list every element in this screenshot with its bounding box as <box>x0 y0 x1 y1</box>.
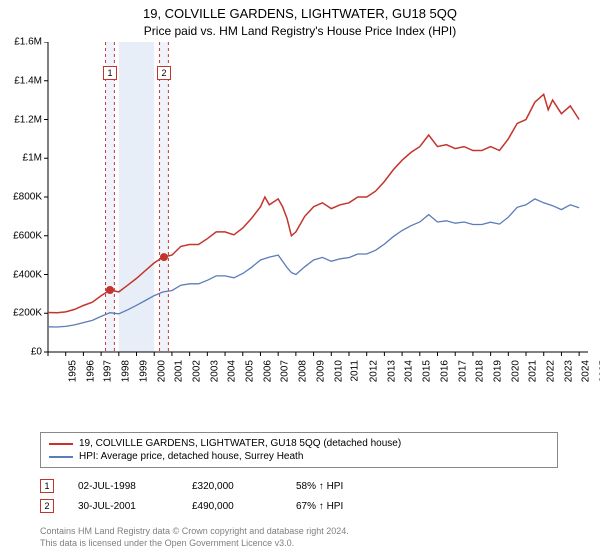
x-tick-label: 2007 <box>280 360 291 382</box>
x-tick-label: 2004 <box>227 360 238 382</box>
x-tick-label: 2003 <box>209 360 220 382</box>
chart-marker-label: 2 <box>157 66 171 80</box>
x-tick-label: 2018 <box>474 360 485 382</box>
x-tick-label: 2024 <box>581 360 592 382</box>
chart-container: 19, COLVILLE GARDENS, LIGHTWATER, GU18 5… <box>0 0 600 560</box>
transaction-date: 30-JUL-2001 <box>78 501 168 512</box>
x-tick-label: 1999 <box>138 360 149 382</box>
transaction-marker: 1 <box>40 479 54 493</box>
x-tick-label: 2019 <box>492 360 503 382</box>
x-tick-label: 2009 <box>315 360 326 382</box>
legend-swatch <box>49 456 73 458</box>
x-tick-label: 2002 <box>191 360 202 382</box>
transactions-table: 1 02-JUL-1998 £320,000 58% ↑ HPI 2 30-JUL-200… <box>40 476 386 516</box>
legend-box: 19, COLVILLE GARDENS, LIGHTWATER, GU18 5… <box>40 432 558 468</box>
transaction-date: 02-JUL-1998 <box>78 481 168 492</box>
legend-item: HPI: Average price, detached house, Surr… <box>49 450 549 463</box>
x-tick-label: 1996 <box>85 360 96 382</box>
transaction-row: 2 30-JUL-2001 £490,000 67% ↑ HPI <box>40 496 386 516</box>
legend-text: HPI: Average price, detached house, Surr… <box>79 451 303 462</box>
transaction-row: 1 02-JUL-1998 £320,000 58% ↑ HPI <box>40 476 386 496</box>
x-tick-label: 2001 <box>173 360 184 382</box>
x-tick-label: 2005 <box>244 360 255 382</box>
transaction-price: £490,000 <box>192 501 272 512</box>
x-tick-label: 2015 <box>421 360 432 382</box>
license-text: Contains HM Land Registry data © Crown c… <box>40 526 349 549</box>
y-tick-label: £600K <box>0 230 42 241</box>
transaction-pct: 58% ↑ HPI <box>296 481 386 492</box>
legend-swatch <box>49 443 73 445</box>
legend-item: 19, COLVILLE GARDENS, LIGHTWATER, GU18 5… <box>49 437 549 450</box>
x-tick-label: 2021 <box>528 360 539 382</box>
legend-text: 19, COLVILLE GARDENS, LIGHTWATER, GU18 5… <box>79 438 401 449</box>
x-tick-label: 2012 <box>368 360 379 382</box>
x-tick-label: 2020 <box>510 360 521 382</box>
x-tick-label: 2023 <box>563 360 574 382</box>
x-tick-label: 1997 <box>103 360 114 382</box>
y-tick-label: £0 <box>0 347 42 358</box>
y-tick-label: £800K <box>0 192 42 203</box>
x-tick-label: 2011 <box>350 360 361 382</box>
x-tick-label: 2016 <box>439 360 450 382</box>
x-tick-label: 2000 <box>156 360 167 382</box>
chart-svg <box>0 42 600 392</box>
y-tick-label: £1.6M <box>0 37 42 48</box>
x-tick-label: 2013 <box>386 360 397 382</box>
y-tick-label: £1.2M <box>0 114 42 125</box>
x-tick-label: 1995 <box>67 360 78 382</box>
x-tick-label: 2022 <box>545 360 556 382</box>
x-tick-label: 2006 <box>262 360 273 382</box>
y-tick-label: £1M <box>0 153 42 164</box>
x-tick-label: 2017 <box>457 360 468 382</box>
title-sub: Price paid vs. HM Land Registry's House … <box>0 21 600 38</box>
x-tick-label: 2010 <box>333 360 344 382</box>
license-line2: This data is licensed under the Open Gov… <box>40 538 349 550</box>
transaction-pct: 67% ↑ HPI <box>296 501 386 512</box>
transaction-price: £320,000 <box>192 481 272 492</box>
x-tick-label: 2014 <box>404 360 415 382</box>
title-main: 19, COLVILLE GARDENS, LIGHTWATER, GU18 5… <box>0 0 600 21</box>
y-tick-label: £1.4M <box>0 75 42 86</box>
transaction-marker: 2 <box>40 499 54 513</box>
license-line1: Contains HM Land Registry data © Crown c… <box>40 526 349 538</box>
x-tick-label: 2008 <box>297 360 308 382</box>
chart-marker-label: 1 <box>103 66 117 80</box>
y-tick-label: £200K <box>0 308 42 319</box>
chart-area: £0£200K£400K£600K£800K£1M£1.2M£1.4M£1.6M… <box>0 42 600 392</box>
x-tick-label: 1998 <box>120 360 131 382</box>
y-tick-label: £400K <box>0 269 42 280</box>
